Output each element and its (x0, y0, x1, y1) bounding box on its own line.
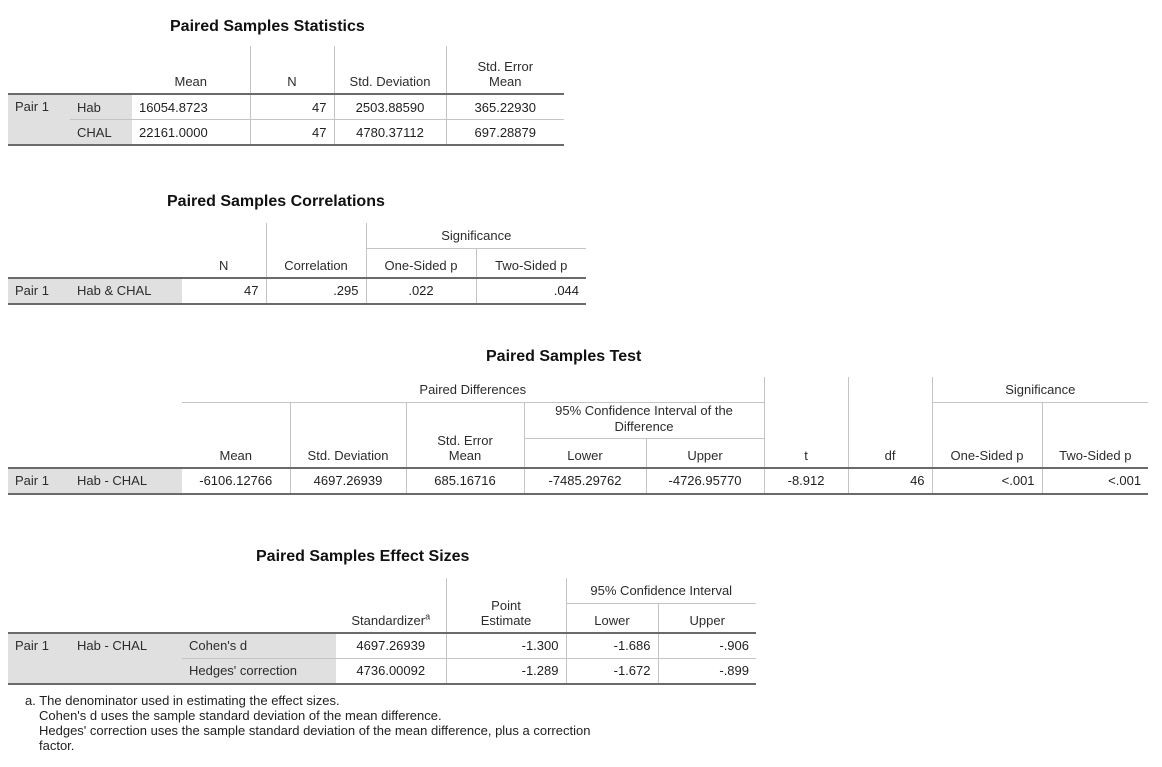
table-row: CHAL 22161.0000 47 4780.37112 697.28879 (8, 119, 564, 145)
cell-df: 46 (847, 467, 933, 494)
cell-sd: 4697.26939 (289, 467, 406, 494)
footnote-marker: a (425, 611, 431, 622)
col-header-n: N (249, 46, 334, 94)
table-row: Pair 1 Hab & CHAL 47 .295 .022 .044 (8, 277, 587, 304)
footnote-line: factor. (39, 738, 75, 753)
cell-upper: -4726.95770 (645, 467, 765, 494)
col-group-confidence-interval: 95% Confidence Interval (565, 578, 756, 604)
row-label: CHAL (70, 119, 132, 145)
footnote-line: Hedges' correction uses the sample stand… (39, 723, 591, 738)
table-row: Hedges' correction 4736.00092 -1.289 -1.… (8, 658, 756, 684)
col-group-confidence-interval: 95% Confidence Interval of the Difference (523, 402, 765, 439)
col-header-std-error-mean: Std. Error Mean (405, 402, 524, 468)
cell-mean: -6106.12766 (199, 473, 273, 488)
row-variable: Hab - CHAL (70, 632, 182, 684)
table-row: Pair 1 Hab - CHAL -6106.12766 4697.26939… (8, 467, 1149, 494)
pair-label: Pair 1 (8, 632, 70, 684)
corr-title: Paired Samples Correlations (167, 193, 385, 210)
col-header-correlation: Correlation (265, 248, 366, 278)
cell-two-sided-p: <.001 (1041, 467, 1149, 494)
col-header-t: t (763, 402, 849, 468)
col-header-lower: Lower (523, 438, 646, 468)
cell-lower: -1.686 (565, 632, 658, 658)
test-title: Paired Samples Test (486, 348, 642, 365)
col-header-n: N (219, 257, 229, 273)
pair-label: Pair 1 (8, 94, 70, 145)
col-header-one-sided-p: One-Sided p (365, 248, 476, 278)
cell-sem: 697.28879 (445, 119, 564, 145)
col-header-one-sided-p: One-Sided p (931, 402, 1043, 468)
col-header-mean: Mean (219, 447, 253, 463)
cell-one-sided-p: <.001 (931, 467, 1043, 494)
stats-title: Paired Samples Statistics (170, 18, 365, 35)
cell-two-sided-p: .044 (475, 277, 587, 304)
pair-label: Pair 1 (8, 277, 70, 304)
col-header-upper: Upper (645, 438, 765, 468)
cell-lower: -1.672 (565, 658, 658, 684)
col-group-significance: Significance (931, 377, 1149, 403)
cell-n: 47 (249, 119, 334, 145)
col-header-upper: Upper (657, 603, 756, 633)
cell-correlation: .295 (265, 277, 366, 304)
cell-n: 47 (244, 283, 259, 298)
cell-t: -8.912 (763, 467, 849, 494)
pair-label: Pair 1 (8, 467, 70, 494)
cell-upper: -.899 (657, 658, 756, 684)
cell-one-sided-p: .022 (365, 277, 476, 304)
footnote: a. The denominator used in estimating th… (25, 693, 590, 753)
cell-sd: 4780.37112 (333, 119, 446, 145)
col-header-two-sided-p: Two-Sided p (1041, 402, 1149, 468)
table-row: Pair 1 Hab - CHAL Cohen's d 4697.26939 -… (8, 632, 756, 684)
row-label: Hab (70, 94, 132, 120)
cell-mean: 16054.8723 (139, 99, 208, 115)
effect-title: Paired Samples Effect Sizes (256, 548, 470, 565)
cell-sem: 365.22930 (445, 94, 564, 120)
cell-sd: 2503.88590 (333, 94, 446, 120)
cell-n: 47 (249, 94, 334, 120)
col-header-std-error-mean: Std. Error Mean (445, 46, 564, 94)
cell-lower: -7485.29762 (523, 467, 646, 494)
row-label: Cohen's d (182, 632, 336, 658)
cell-point-estimate: -1.300 (445, 632, 566, 658)
table-row: Pair 1 Hab 16054.8723 47 2503.88590 365.… (8, 94, 564, 145)
footnote-line: Cohen's d uses the sample standard devia… (39, 708, 442, 723)
row-label: Hab - CHAL (70, 467, 182, 494)
cell-sem: 685.16716 (405, 467, 524, 494)
footnote-line: a. The denominator used in estimating th… (25, 693, 340, 708)
corr-table: Significance N Correlation One-Sided p T… (8, 223, 587, 305)
col-header-point-estimate: Point Estimate (445, 578, 566, 633)
test-table: Paired Differences Significance Mean Std… (8, 377, 1149, 495)
row-label: Hedges' correction (182, 658, 336, 684)
col-group-paired-differences: Paired Differences (182, 377, 765, 403)
cell-mean: 22161.0000 (139, 124, 208, 140)
col-header-mean: Mean (174, 74, 208, 89)
stats-table: Mean N Std. Deviation Std. Error Mean Pai… (8, 46, 564, 146)
col-header-df: df (847, 402, 933, 468)
col-header-standardizer: Standardizera (351, 611, 431, 628)
row-label: Hab & CHAL (70, 277, 182, 304)
cell-standardizer: 4736.00092 (356, 663, 426, 678)
col-header-std-deviation: Std. Deviation (289, 402, 406, 468)
cell-standardizer: 4697.26939 (356, 638, 426, 653)
cell-upper: -.906 (657, 632, 756, 658)
col-header-two-sided-p: Two-Sided p (475, 248, 587, 278)
col-header-lower: Lower (565, 603, 658, 633)
cell-point-estimate: -1.289 (445, 658, 566, 684)
col-group-significance: Significance (365, 223, 587, 249)
col-header-std-deviation: Std. Deviation (333, 46, 446, 94)
effect-table: Point Estimate 95% Confidence Interval St… (8, 578, 756, 685)
